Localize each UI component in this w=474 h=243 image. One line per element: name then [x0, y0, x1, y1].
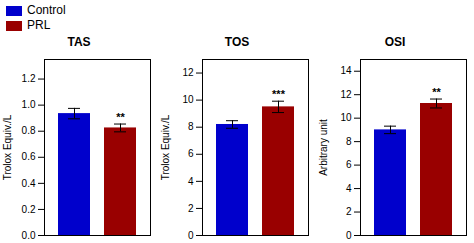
svg-text:12: 12 [182, 67, 194, 78]
svg-text:0: 0 [188, 230, 194, 239]
svg-text:10: 10 [182, 94, 194, 105]
html-text:Control: Control [27, 3, 66, 17]
svg-text:8: 8 [188, 121, 194, 132]
svg-text:4: 4 [346, 183, 352, 194]
html-text:OSI: OSI [384, 35, 406, 49]
svg-text:***: *** [272, 88, 286, 100]
svg-text:0.4: 0.4 [22, 178, 36, 189]
svg-text:0.6: 0.6 [22, 151, 36, 162]
svg-text:1.2: 1.2 [22, 73, 36, 84]
svg-text:Trolox Equiv./L: Trolox Equiv./L [160, 114, 171, 180]
svg-text:**: ** [116, 111, 125, 123]
svg-text:2: 2 [188, 203, 194, 214]
svg-text:6: 6 [346, 159, 352, 170]
svg-text:4: 4 [188, 176, 194, 187]
svg-text:6: 6 [188, 148, 194, 159]
svg-text:Arbitrary unit: Arbitrary unit [318, 119, 329, 176]
svg-text:10: 10 [340, 112, 352, 123]
svg-text:2: 2 [346, 206, 352, 217]
svg-text:12: 12 [340, 89, 352, 100]
html-text:TAS: TAS [67, 35, 91, 49]
svg-text:8: 8 [346, 136, 352, 147]
svg-text:0.0: 0.0 [22, 230, 36, 239]
svg-text:0.2: 0.2 [22, 204, 36, 215]
svg-text:1.0: 1.0 [22, 99, 36, 110]
svg-text:0.8: 0.8 [22, 125, 36, 136]
svg-text:14: 14 [340, 65, 352, 76]
html-text:PRL: PRL [27, 18, 51, 32]
html-text:TOS: TOS [224, 35, 250, 49]
svg-text:Trolox Equiv./L: Trolox Equiv./L [2, 114, 13, 180]
svg-text:**: ** [432, 86, 441, 98]
svg-text:0: 0 [346, 230, 352, 239]
